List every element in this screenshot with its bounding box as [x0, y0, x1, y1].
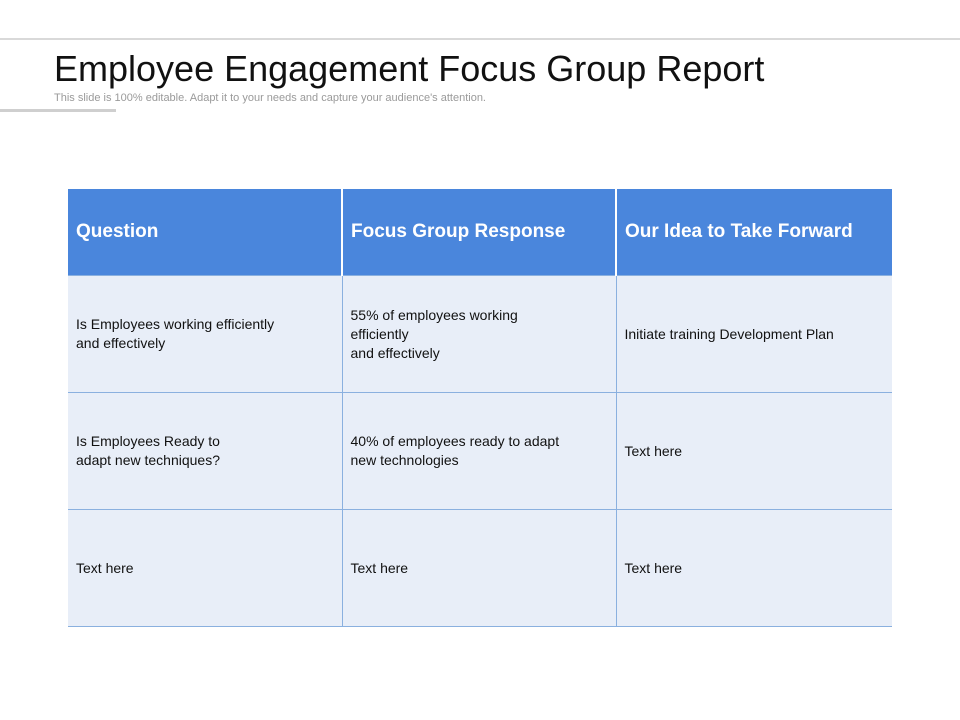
table-cell: Is Employees working efficiently and eff… — [68, 275, 343, 393]
focus-group-table: Question Focus Group Response Our Idea t… — [68, 189, 892, 627]
table-cell: 55% of employees working efficiently and… — [342, 275, 617, 393]
table-row: Is Employees Ready to adapt new techniqu… — [68, 392, 892, 510]
table-cell: Initiate training Development Plan — [616, 275, 892, 393]
table-cell: Text here — [68, 509, 343, 627]
table-cell: Is Employees Ready to adapt new techniqu… — [68, 392, 343, 510]
table-header-row: Question Focus Group Response Our Idea t… — [68, 189, 892, 276]
table-row: Is Employees working efficiently and eff… — [68, 275, 892, 393]
table-cell: 40% of employees ready to adapt new tech… — [342, 392, 617, 510]
page-title: Employee Engagement Focus Group Report — [54, 48, 765, 89]
column-header-idea-forward: Our Idea to Take Forward — [616, 189, 892, 276]
column-header-focus-group-response: Focus Group Response — [342, 189, 617, 276]
column-header-question: Question — [68, 189, 343, 276]
top-divider — [0, 38, 960, 40]
table-cell: Text here — [616, 392, 892, 510]
table-cell: Text here — [616, 509, 892, 627]
page-subtitle: This slide is 100% editable. Adapt it to… — [54, 92, 486, 104]
table-cell: Text here — [342, 509, 617, 627]
title-accent-bar — [0, 109, 116, 112]
table-row: Text here Text here Text here — [68, 509, 892, 627]
